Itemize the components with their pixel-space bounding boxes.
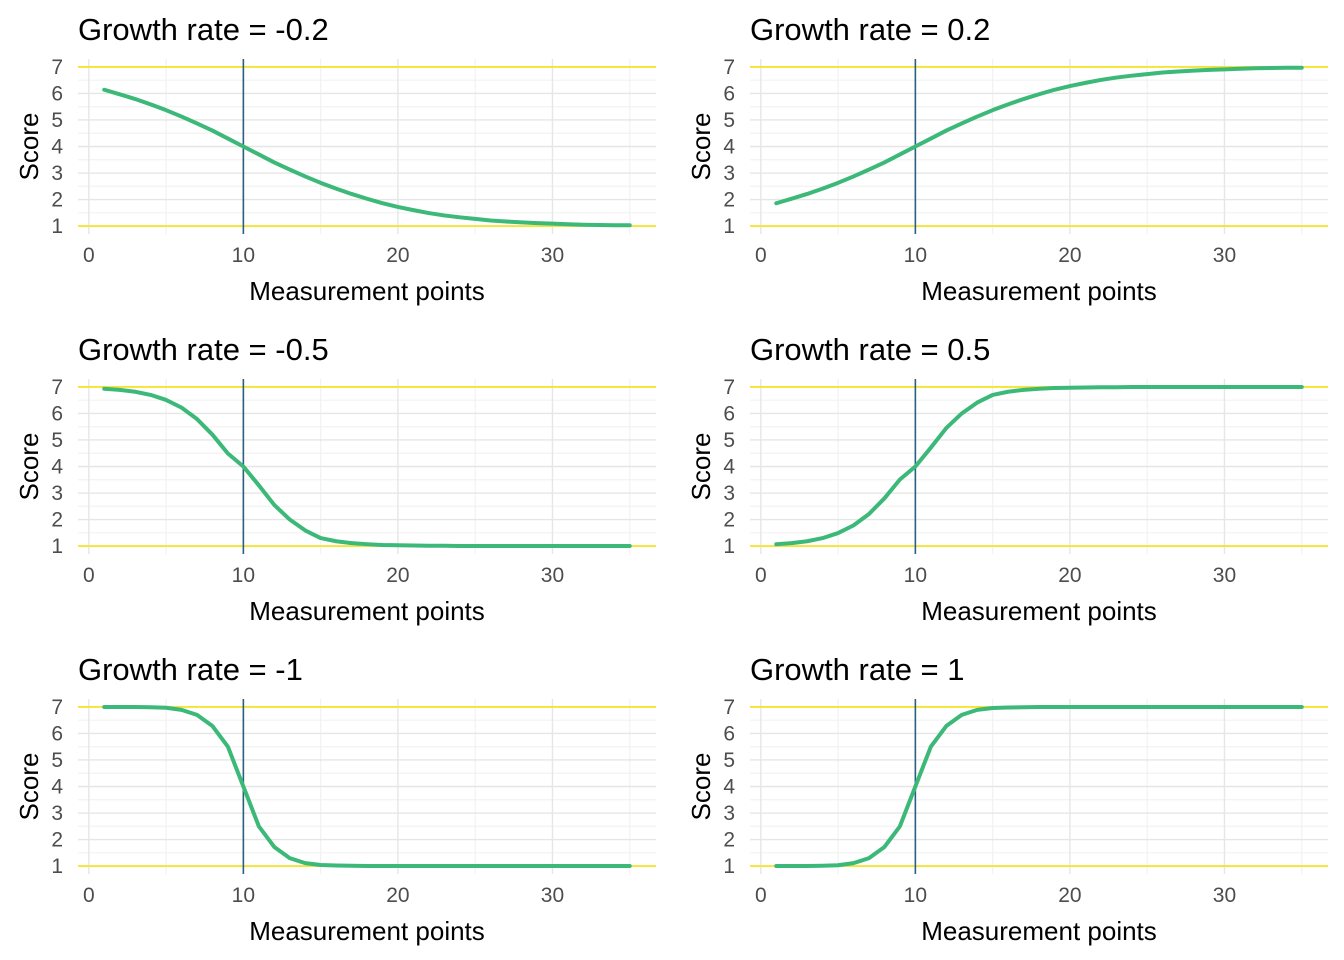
y-tick-label: 5	[51, 749, 63, 772]
x-tick-label: 10	[904, 244, 927, 267]
y-axis-title: Score	[686, 113, 716, 181]
x-tick-label: 20	[1058, 564, 1081, 587]
y-tick-label: 1	[51, 215, 63, 238]
y-tick-label: 7	[51, 696, 63, 719]
x-tick-label: 20	[386, 244, 409, 267]
y-tick-label: 6	[723, 722, 735, 745]
y-tick-label: 2	[51, 189, 63, 212]
y-tick-label: 5	[723, 749, 735, 772]
y-tick-label: 7	[51, 56, 63, 79]
y-tick-label: 1	[723, 535, 735, 558]
panel-3: Growth rate = -0.5 0 10 20 30 1 2 3 4 5 6 7 Measurem…	[14, 332, 656, 626]
panel-title: Growth rate = -0.2	[78, 12, 329, 47]
x-tick-label: 30	[1213, 564, 1236, 587]
x-tick-label: 10	[904, 564, 927, 587]
y-tick-label: 4	[723, 136, 735, 159]
panel-2: Growth rate = 0.2 0 10 20 30 1 2 3 4 5 6 7 Measureme…	[686, 12, 1328, 306]
y-tick-label: 3	[723, 802, 735, 825]
x-tick-label: 20	[1058, 884, 1081, 907]
y-axis-title: Score	[686, 433, 716, 501]
y-tick-label: 4	[51, 456, 63, 479]
y-tick-label: 6	[51, 82, 63, 105]
y-tick-label: 2	[723, 509, 735, 532]
y-tick-label: 5	[723, 109, 735, 132]
x-axis-title: Measurement points	[921, 596, 1157, 626]
y-tick-label: 3	[51, 802, 63, 825]
y-tick-label: 1	[51, 535, 63, 558]
y-tick-label: 7	[723, 696, 735, 719]
panel-title: Growth rate = -0.5	[78, 332, 329, 367]
series-line	[102, 704, 632, 869]
series-line	[102, 386, 632, 549]
y-tick-label: 3	[51, 162, 63, 185]
x-tick-label: 10	[232, 884, 255, 907]
x-tick-label: 0	[83, 244, 95, 267]
y-tick-label: 7	[723, 376, 735, 399]
y-tick-label: 7	[51, 376, 63, 399]
y-tick-label: 3	[723, 482, 735, 505]
panel-5: Growth rate = -1 0 10 20 30 1 2 3 4 5 6 7 Measuremen…	[14, 652, 656, 946]
x-tick-label: 30	[541, 564, 564, 587]
y-tick-label: 2	[723, 189, 735, 212]
y-tick-label: 1	[51, 855, 63, 878]
x-axis-title: Measurement points	[921, 916, 1157, 946]
y-axis-title: Score	[686, 753, 716, 821]
panel-title: Growth rate = 0.5	[750, 332, 990, 367]
x-tick-label: 0	[755, 244, 767, 267]
x-tick-label: 0	[83, 884, 95, 907]
x-tick-label: 0	[755, 884, 767, 907]
y-tick-label: 6	[723, 82, 735, 105]
x-axis-title: Measurement points	[249, 916, 485, 946]
x-tick-label: 10	[232, 244, 255, 267]
y-axis-title: Score	[14, 433, 44, 501]
y-tick-label: 7	[723, 56, 735, 79]
y-tick-label: 1	[723, 215, 735, 238]
panel-title: Growth rate = 0.2	[750, 12, 990, 47]
x-tick-label: 20	[386, 564, 409, 587]
y-tick-label: 3	[723, 162, 735, 185]
y-tick-label: 6	[51, 722, 63, 745]
y-axis-title: Score	[14, 753, 44, 821]
panel-4: Growth rate = 0.5 0 10 20 30 1 2 3 4 5 6 7 Measureme…	[686, 332, 1328, 626]
y-tick-label: 4	[723, 456, 735, 479]
y-tick-label: 6	[723, 402, 735, 425]
y-tick-label: 5	[51, 109, 63, 132]
x-tick-label: 30	[1213, 244, 1236, 267]
panel-6: Growth rate = 1 0 10 20 30 1 2 3 4 5 6 7 Measurement…	[686, 652, 1328, 946]
series-line	[102, 87, 632, 228]
x-tick-label: 0	[755, 564, 767, 587]
y-tick-label: 4	[51, 136, 63, 159]
x-axis-title: Measurement points	[249, 276, 485, 306]
x-tick-label: 20	[386, 884, 409, 907]
y-tick-label: 5	[51, 429, 63, 452]
y-tick-label: 2	[723, 829, 735, 852]
y-tick-label: 4	[723, 776, 735, 799]
y-tick-label: 3	[51, 482, 63, 505]
x-tick-label: 0	[83, 564, 95, 587]
series-line	[774, 65, 1304, 206]
series-line	[774, 384, 1304, 547]
x-tick-label: 30	[1213, 884, 1236, 907]
x-tick-label: 30	[541, 244, 564, 267]
x-tick-label: 10	[904, 884, 927, 907]
panel-title: Growth rate = -1	[78, 652, 303, 687]
panel-1: Growth rate = -0.2 0 10 20 30 1 2 3 4 5 6 7 Measurem…	[14, 12, 656, 306]
x-tick-label: 30	[541, 884, 564, 907]
panel-title: Growth rate = 1	[750, 652, 965, 687]
y-tick-label: 4	[51, 776, 63, 799]
y-tick-label: 2	[51, 509, 63, 532]
x-axis-title: Measurement points	[249, 596, 485, 626]
y-tick-label: 2	[51, 829, 63, 852]
y-tick-label: 1	[723, 855, 735, 878]
x-axis-title: Measurement points	[921, 276, 1157, 306]
x-tick-label: 10	[232, 564, 255, 587]
y-tick-label: 5	[723, 429, 735, 452]
y-tick-label: 6	[51, 402, 63, 425]
y-axis-title: Score	[14, 113, 44, 181]
series-line	[774, 704, 1304, 869]
x-tick-label: 20	[1058, 244, 1081, 267]
